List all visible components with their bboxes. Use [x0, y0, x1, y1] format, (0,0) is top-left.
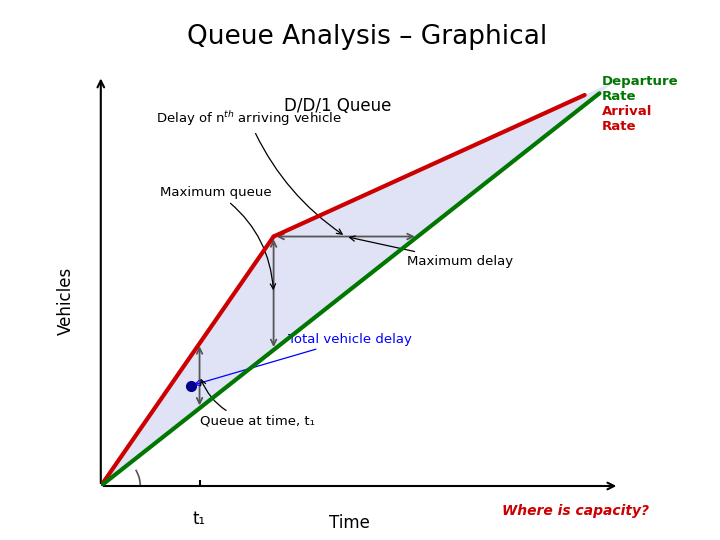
- Text: Time: Time: [329, 514, 370, 532]
- Text: t₁: t₁: [193, 510, 206, 528]
- Text: Delay of n$^{th}$ arriving vehicle: Delay of n$^{th}$ arriving vehicle: [156, 109, 342, 234]
- Text: CEE 320
Fall 2008: CEE 320 Fall 2008: [14, 476, 33, 510]
- Text: Vehicles: Vehicles: [58, 267, 76, 335]
- Text: Arrival
Rate: Arrival Rate: [602, 105, 652, 133]
- Text: Maximum delay: Maximum delay: [350, 236, 513, 268]
- Text: Queue Analysis – Graphical: Queue Analysis – Graphical: [187, 24, 547, 50]
- Polygon shape: [101, 82, 615, 486]
- Text: D/D/1 Queue: D/D/1 Queue: [284, 97, 392, 115]
- Text: Maximum queue: Maximum queue: [160, 186, 276, 289]
- Text: Where is capacity?: Where is capacity?: [503, 504, 649, 518]
- Text: Departure
Rate: Departure Rate: [602, 75, 678, 103]
- Text: Total vehicle delay: Total vehicle delay: [194, 333, 413, 386]
- Text: Queue at time, t₁: Queue at time, t₁: [199, 380, 315, 428]
